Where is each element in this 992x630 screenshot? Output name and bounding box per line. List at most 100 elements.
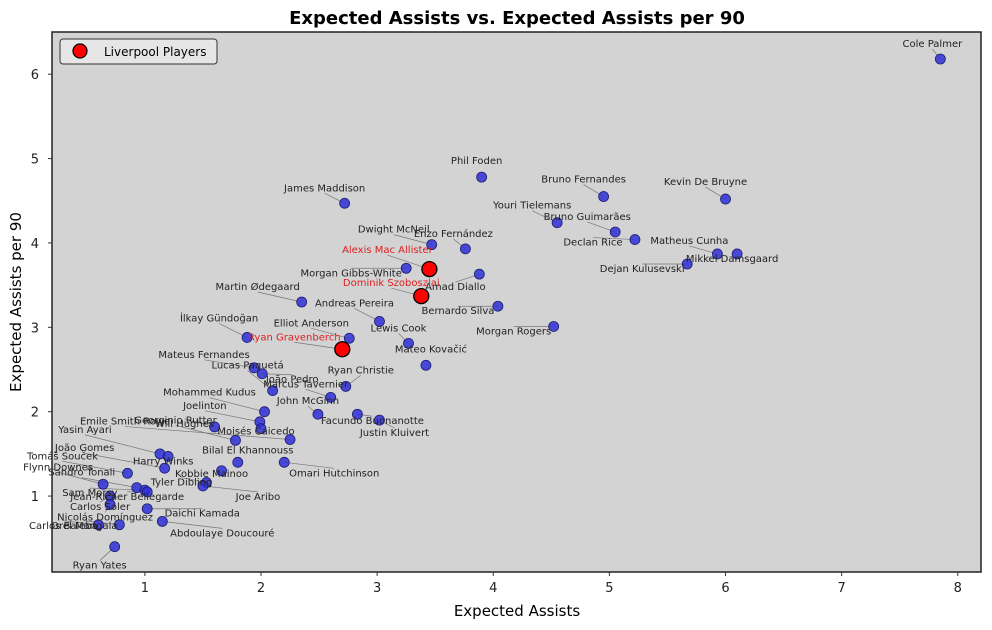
point-label-ryan-yates: Ryan Yates: [73, 561, 127, 572]
data-points: [93, 53, 946, 553]
point-label-dominik-szoboszlai: Dominik Szoboszlai: [343, 278, 440, 289]
point-label-dwight-mcneil: Dwight McNeil: [358, 225, 430, 236]
point-label-moises-caicedo: Moisés Caicedo: [217, 426, 294, 438]
point-label-yasin-ayari: Yasin Ayari: [57, 425, 111, 436]
point-label-georginio-rutter: Georginio Rutter: [134, 415, 217, 426]
data-point: [216, 465, 227, 477]
data-point: [162, 451, 174, 462]
legend: Liverpool Players: [59, 38, 218, 65]
point-label-cole-palmer: Cole Palmer: [903, 39, 964, 50]
point-label-jean-ricner-bellegarde: Jean-Ricner Bellegarde: [69, 492, 184, 503]
leader-line: [393, 234, 432, 245]
data-point-liverpool: [334, 341, 351, 358]
point-label-kobbie-mainoo: Kobbie Mainoo: [175, 469, 248, 480]
point-label-bruno-fernandes: Bruno Fernandes: [541, 175, 626, 186]
point-label-morgan-gibbs-white: Morgan Gibbs-White: [300, 268, 401, 279]
data-point: [113, 519, 125, 531]
data-point: [325, 391, 337, 403]
leader-line: [311, 327, 350, 339]
leader-line: [162, 521, 223, 529]
point-label-phil-foden: Phil Foden: [451, 156, 502, 167]
data-point: [492, 300, 504, 312]
y-axis-ticks: 1 2 3 4 5 6: [31, 68, 52, 505]
x-tick-label: 4: [489, 581, 497, 596]
point-label-morgan-rogers: Morgan Rogers: [476, 326, 551, 337]
x-tick-label: 2: [257, 581, 265, 596]
y-tick-label: 5: [31, 153, 39, 168]
point-label-tyler-dibling: Tyler Dibling: [150, 478, 213, 489]
x-tick-label: 7: [838, 581, 846, 596]
point-label-mikkel-damsgaard: Mikkel Damsgaard: [686, 254, 778, 265]
data-point: [232, 456, 244, 468]
point-label-joe-aribo: Joe Aribo: [235, 492, 281, 503]
y-axis-label: Expected Assists per 90: [7, 212, 25, 392]
y-tick-label: 4: [31, 237, 39, 252]
data-point: [230, 434, 241, 446]
data-point: [122, 467, 133, 479]
x-tick-label: 3: [373, 581, 381, 596]
point-label-james-maddison: James Maddison: [283, 183, 365, 194]
y-tick-label: 2: [31, 406, 39, 421]
y-tick-label: 3: [31, 321, 39, 336]
point-label-martin-degaard: Martin Ødegaard: [215, 281, 299, 293]
leader-line: [204, 359, 255, 369]
data-point: [259, 406, 270, 418]
point-label-bruno-guimaraes: Bruno Guimarães: [544, 212, 631, 223]
point-label-bilal-el-khannouss: Bilal El Khannouss: [202, 445, 293, 456]
leader-line: [63, 520, 99, 526]
point-label-nicolas-dominguez: Nicolás Domínguez: [57, 512, 153, 524]
leader-line: [204, 410, 260, 423]
point-label-dejan-kulusevski: Dejan Kulusevski: [600, 264, 685, 275]
point-label-orel-mangala: Orel Mangala: [51, 521, 117, 532]
data-point: [476, 171, 488, 183]
data-point: [374, 316, 385, 327]
data-point: [104, 499, 116, 510]
data-point: [97, 478, 109, 490]
data-point: [548, 321, 560, 332]
data-point: [296, 296, 308, 308]
data-point: [420, 359, 432, 371]
leader-line: [84, 434, 161, 455]
legend-label: Liverpool Players: [104, 45, 206, 59]
data-point: [278, 456, 290, 468]
point-label-declan-rice: Declan Rice: [563, 238, 622, 249]
x-tick-label: 5: [605, 581, 613, 596]
data-point: [340, 380, 352, 392]
data-point: [720, 193, 731, 205]
x-axis-ticks: 1 2 3 4 5 6 7 8: [141, 572, 962, 596]
data-point-liverpool: [421, 260, 438, 278]
data-point: [374, 414, 385, 426]
data-point: [255, 423, 267, 434]
point-label-elliot-anderson: Elliot Anderson: [274, 318, 349, 329]
point-label-matheus-cunha: Matheus Cunha: [650, 236, 728, 247]
point-label-sandro-tonali: Sandro Tonali: [48, 468, 115, 479]
data-point: [681, 258, 693, 270]
x-axis-label: Expected Assists: [454, 602, 581, 620]
data-point: [93, 519, 104, 531]
data-point: [241, 332, 253, 343]
point-label-ilkay-gundogan: İlkay Gündoğan: [180, 311, 258, 324]
point-label-will-hughes: Will Hughes: [155, 419, 214, 430]
data-point: [598, 191, 609, 202]
data-point: [156, 515, 168, 527]
point-label-ryan-christie: Ryan Christie: [328, 365, 394, 376]
leader-line: [81, 477, 137, 488]
data-point: [141, 486, 153, 498]
legend-marker: [72, 43, 88, 59]
x-tick-label: 1: [141, 581, 149, 596]
data-point: [934, 53, 946, 65]
point-label-joao-gomes: João Gomes: [54, 443, 114, 454]
data-point: [312, 408, 324, 420]
data-point: [256, 368, 268, 380]
point-label-harry-winks: Harry Winks: [133, 456, 194, 467]
point-label-joao-pedro: João Pedro: [265, 375, 319, 386]
data-point: [551, 217, 563, 229]
leader-line: [84, 452, 165, 469]
data-point: [629, 234, 641, 245]
point-label-john-mcginn: John McGinn: [276, 396, 339, 407]
point-label-emile-smith-rowe: Emile Smith Rowe: [80, 417, 170, 428]
data-point: [197, 480, 209, 492]
point-label-facundo-buonanotte: Facundo Buonanotte: [321, 416, 424, 427]
point-label-daichi-kamada: Daichi Kamada: [165, 509, 240, 520]
data-point: [267, 385, 279, 396]
